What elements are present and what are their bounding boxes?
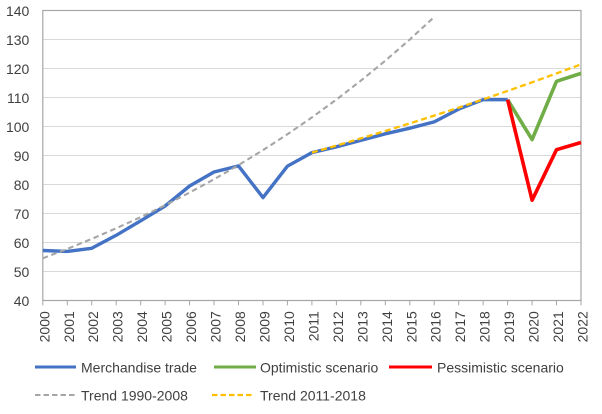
svg-text:2017: 2017 — [452, 311, 468, 342]
svg-text:2011: 2011 — [305, 311, 321, 341]
svg-text:2016: 2016 — [428, 311, 444, 342]
svg-text:70: 70 — [14, 206, 30, 222]
svg-text:2021: 2021 — [550, 311, 566, 342]
svg-text:2005: 2005 — [159, 311, 175, 342]
svg-text:2013: 2013 — [354, 311, 370, 342]
svg-text:2003: 2003 — [110, 311, 126, 342]
svg-text:2010: 2010 — [281, 311, 297, 342]
svg-text:Optimistic scenario: Optimistic scenario — [260, 359, 378, 375]
svg-text:2014: 2014 — [379, 311, 395, 342]
svg-text:2018: 2018 — [477, 311, 493, 342]
svg-text:2020: 2020 — [526, 311, 542, 342]
svg-text:40: 40 — [14, 293, 30, 309]
svg-text:2009: 2009 — [257, 311, 273, 342]
svg-text:2012: 2012 — [330, 311, 346, 342]
svg-text:110: 110 — [7, 90, 30, 106]
svg-text:2006: 2006 — [183, 311, 199, 342]
svg-text:80: 80 — [14, 177, 30, 193]
svg-text:2015: 2015 — [403, 311, 419, 342]
svg-text:Trend 2011-2018: Trend 2011-2018 — [260, 387, 366, 403]
svg-text:Pessimistic scenario: Pessimistic scenario — [437, 359, 564, 375]
svg-text:120: 120 — [6, 61, 30, 77]
svg-text:100: 100 — [6, 119, 30, 135]
svg-text:2002: 2002 — [85, 311, 101, 342]
svg-text:2004: 2004 — [134, 311, 150, 342]
svg-text:50: 50 — [14, 264, 30, 280]
svg-text:Trend 1990-2008: Trend 1990-2008 — [81, 387, 188, 403]
svg-text:2008: 2008 — [232, 311, 248, 342]
svg-text:2001: 2001 — [61, 311, 77, 342]
svg-text:2022: 2022 — [575, 311, 591, 342]
svg-text:2000: 2000 — [36, 311, 52, 342]
svg-text:90: 90 — [14, 148, 30, 164]
svg-text:140: 140 — [6, 3, 30, 19]
svg-text:Merchandise trade: Merchandise trade — [81, 359, 197, 375]
svg-text:2019: 2019 — [501, 311, 517, 342]
svg-text:60: 60 — [14, 235, 30, 251]
svg-text:130: 130 — [6, 32, 30, 48]
svg-text:2007: 2007 — [208, 311, 224, 342]
